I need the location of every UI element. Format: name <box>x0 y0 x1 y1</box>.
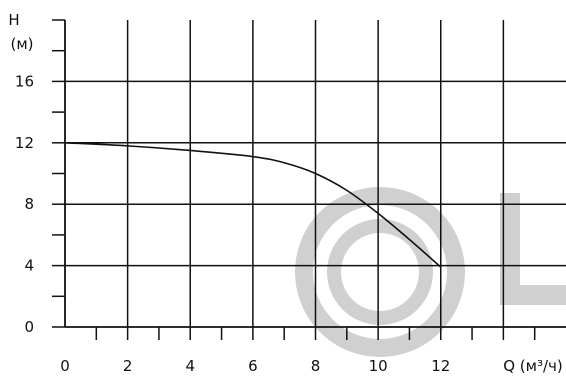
y-tick-label: 0 <box>24 318 34 336</box>
x-axis-title: Q (м³/ч) <box>503 357 563 375</box>
watermark-letter-l-foot <box>500 285 566 305</box>
y-tick-label: 16 <box>15 72 34 90</box>
y-tick-label: 8 <box>24 195 34 213</box>
y-axis-title-line1: H <box>8 11 19 29</box>
x-tick-label: 4 <box>185 357 195 375</box>
watermark-letter-l-stem <box>500 193 520 305</box>
chart-tick-labels: 0 2 4 6 8 10 12 0 4 8 12 16 <box>15 72 450 375</box>
y-axis-title-line2: (м) <box>10 35 33 53</box>
y-tick-label: 4 <box>24 257 34 275</box>
watermark-ring-outer <box>295 187 465 357</box>
series-line <box>64 142 442 268</box>
x-tick-label: 8 <box>311 357 321 375</box>
watermark-ring-inner <box>327 219 433 325</box>
chart-ticks <box>52 19 536 340</box>
x-tick-label: 0 <box>60 357 70 375</box>
x-tick-label: 6 <box>248 357 258 375</box>
y-tick-label: 12 <box>15 134 34 152</box>
x-tick-label: 2 <box>123 357 133 375</box>
x-tick-label: 10 <box>369 357 388 375</box>
watermark-logo <box>295 187 566 357</box>
x-tick-label: 12 <box>431 357 450 375</box>
